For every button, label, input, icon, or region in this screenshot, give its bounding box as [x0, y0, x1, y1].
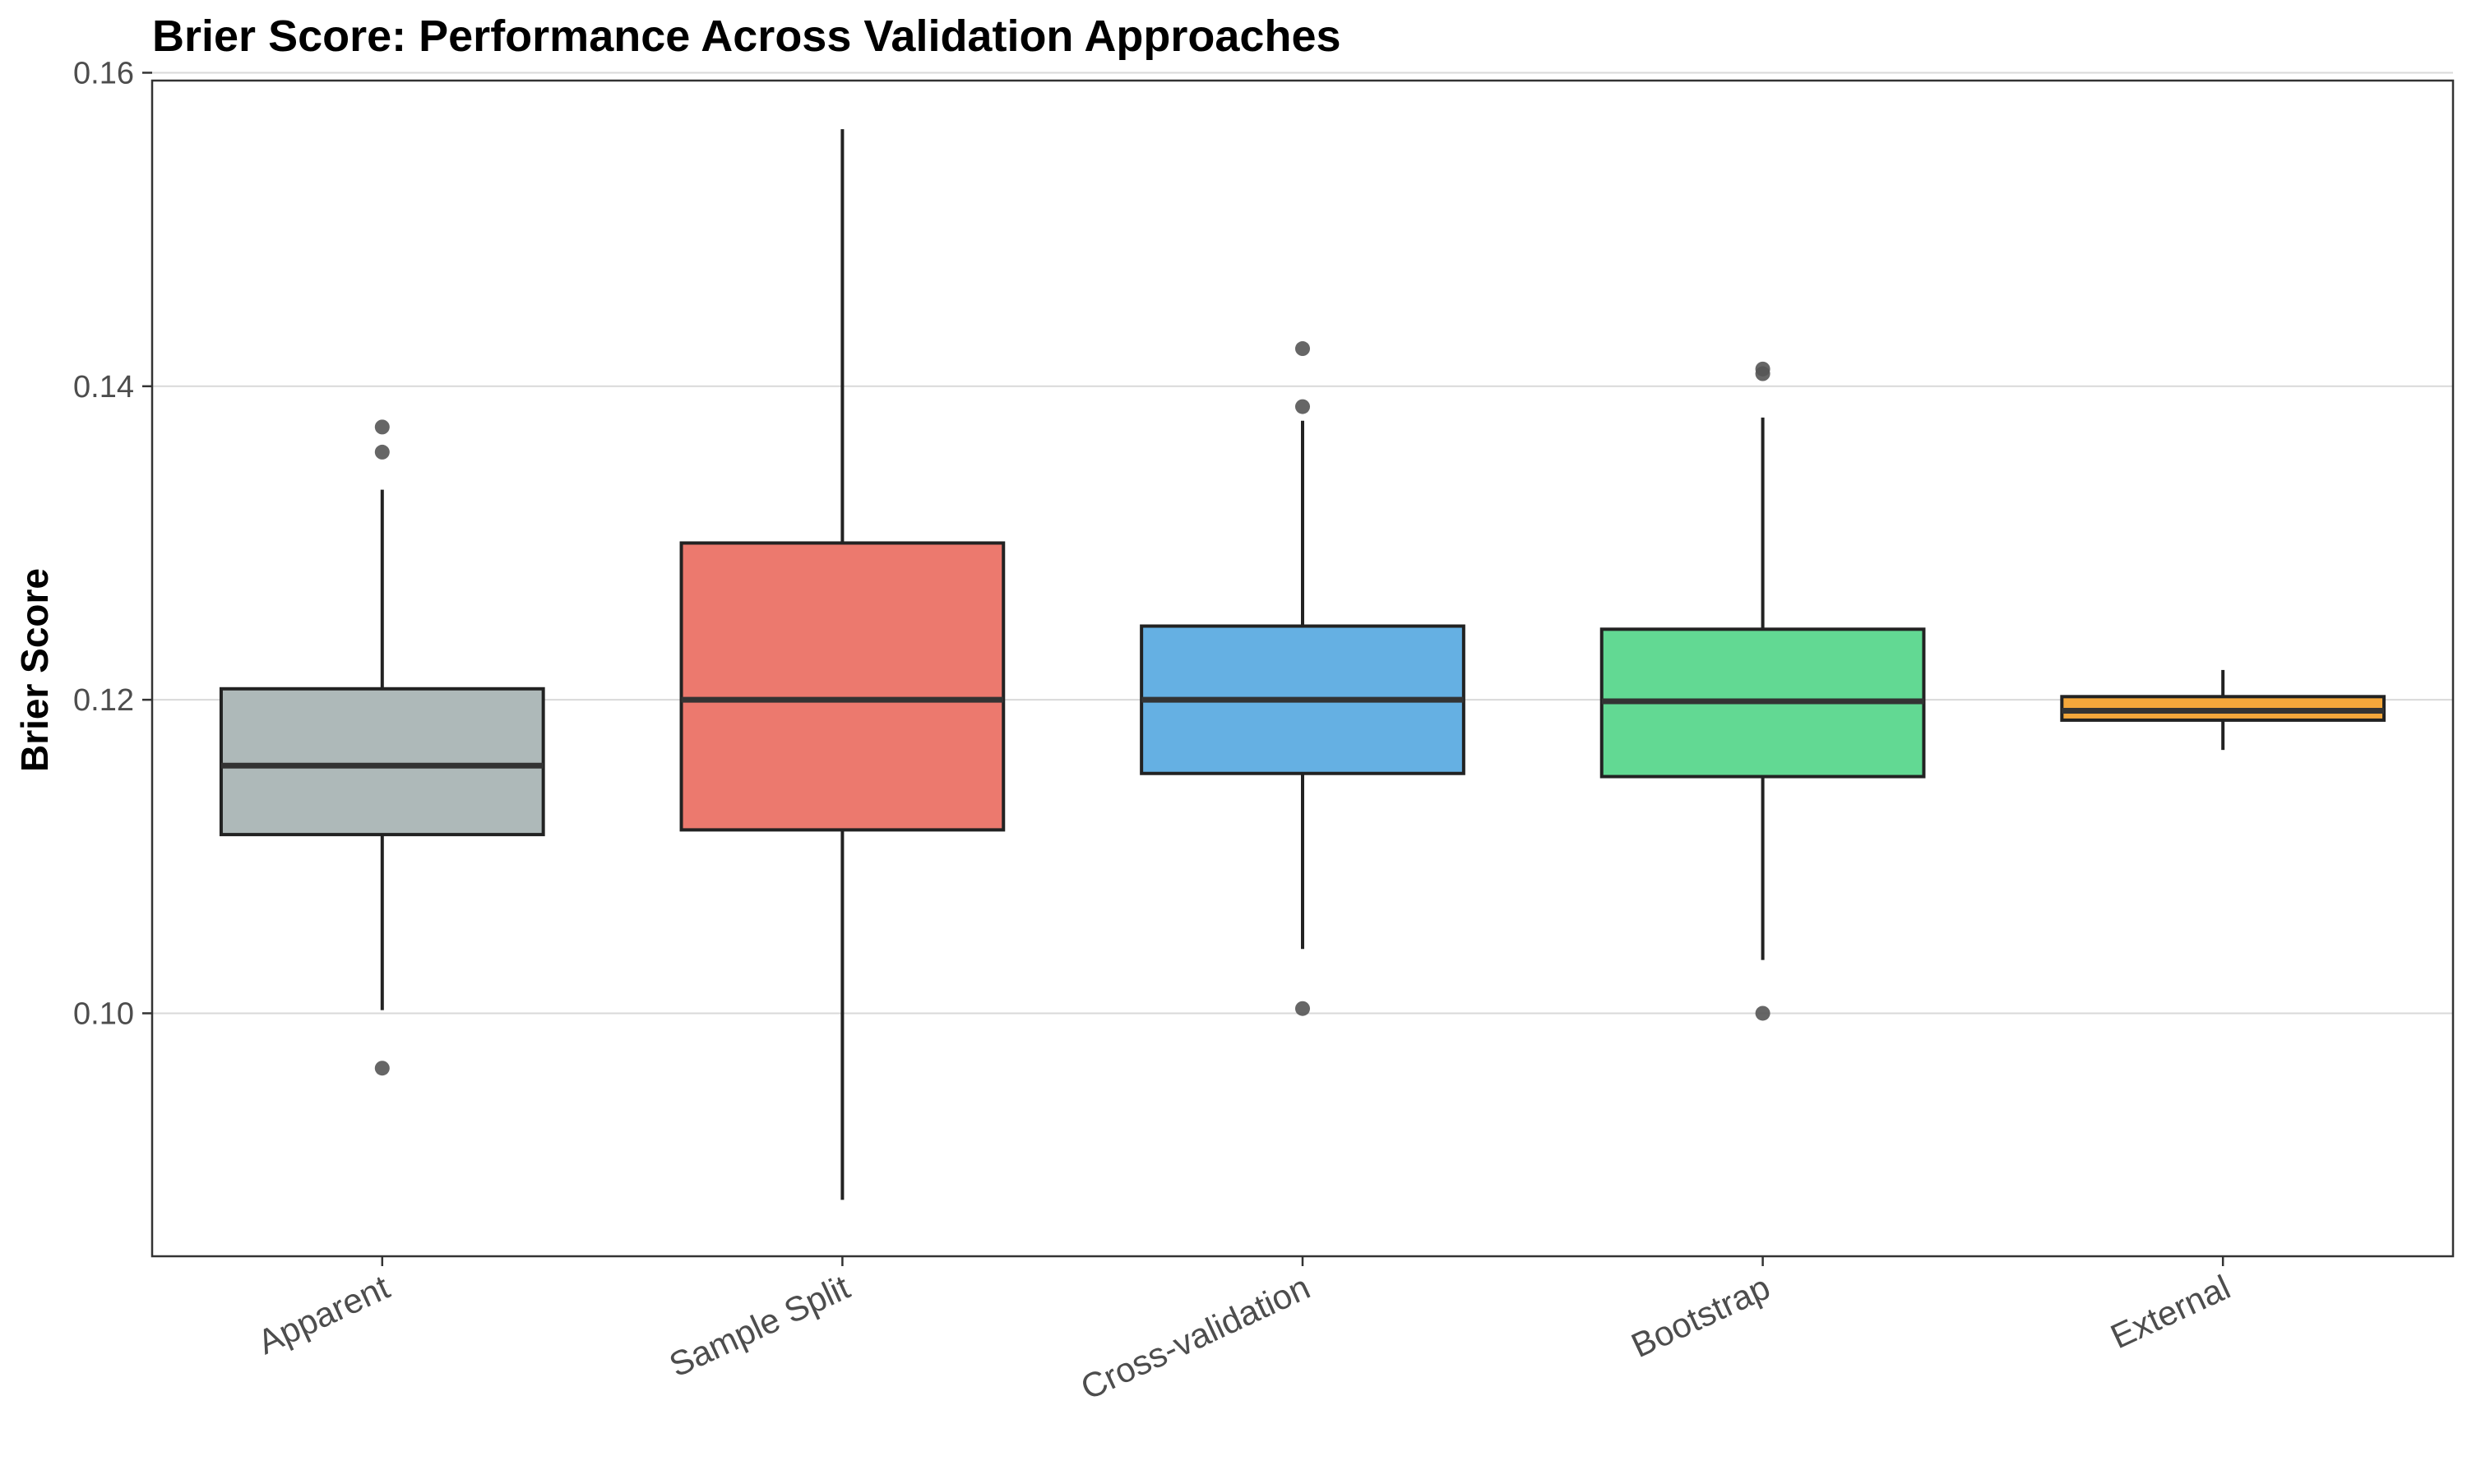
y-tick-label: 0.10	[73, 996, 134, 1031]
x-category-label: Sample Split	[664, 1267, 856, 1384]
x-category-label: External	[2104, 1268, 2236, 1357]
iqr-box	[219, 687, 545, 837]
box-cross-validation	[1140, 341, 1465, 1016]
outlier-point	[1295, 341, 1310, 357]
x-category-label: Bootstrap	[1626, 1268, 1776, 1366]
outlier-point	[374, 444, 390, 460]
outlier-point	[1755, 366, 1770, 381]
x-category-label: Apparent	[252, 1267, 396, 1361]
box-bootstrap	[1599, 361, 1926, 1021]
chart-title: Brier Score: Performance Across Validati…	[152, 12, 1341, 61]
outlier-point	[1295, 399, 1310, 414]
y-tick-label: 0.12	[73, 683, 134, 718]
outlier-point	[1755, 1006, 1770, 1021]
y-axis-title: Brier Score	[13, 568, 56, 772]
y-tick-label: 0.16	[73, 56, 134, 90]
x-category-label: Cross-validation	[1075, 1268, 1316, 1408]
box-apparent	[219, 419, 545, 1076]
outlier-point	[374, 1061, 390, 1076]
box-plots	[219, 129, 2386, 1200]
outlier-point	[374, 419, 390, 435]
box-external	[2060, 669, 2386, 751]
y-tick-label: 0.14	[73, 370, 134, 405]
box-sample-split	[679, 129, 1006, 1200]
outlier-point	[1295, 1001, 1310, 1016]
iqr-box	[679, 541, 1006, 832]
